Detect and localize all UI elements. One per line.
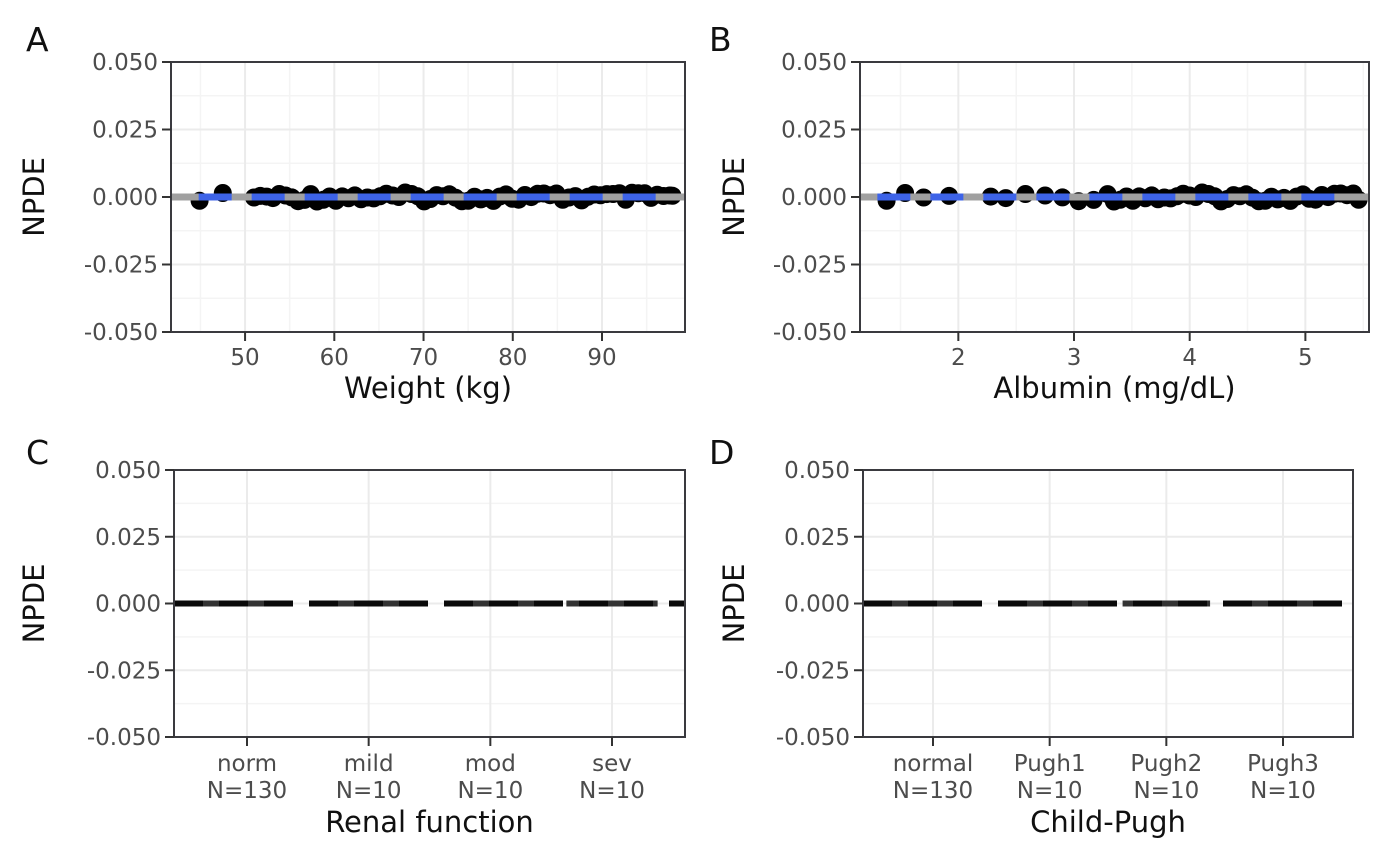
y-tick-label: 0.050 xyxy=(784,458,850,484)
x-category-label: sev N=10 xyxy=(579,751,645,804)
x-tick-label: 4 xyxy=(1182,345,1197,371)
y-tick-label: 0.000 xyxy=(95,592,161,618)
axes: 0.050 0.025 0.000 -0.025 -0.050 2 3 4 5 xyxy=(773,50,1313,371)
y-tick-label: 0.050 xyxy=(92,50,158,76)
panel-tag-d: D xyxy=(709,433,735,472)
x-axis-title: Renal function xyxy=(325,805,534,839)
x-tick-label: 90 xyxy=(587,345,616,371)
y-tick-label: 0.025 xyxy=(784,525,850,551)
y-tick-label: -0.050 xyxy=(84,320,158,346)
y-tick-label: 0.025 xyxy=(92,118,158,144)
x-tick-label: 3 xyxy=(1067,345,1082,371)
x-axis-title: Weight (kg) xyxy=(344,371,512,405)
y-axis-title: NPDE xyxy=(717,564,751,644)
y-tick-label: 0.000 xyxy=(784,592,850,618)
y-tick-label: -0.025 xyxy=(773,253,847,279)
x-tick-label: 80 xyxy=(498,345,527,371)
chart-d-child-pugh: 0.050 0.025 0.000 -0.025 -0.050 normal N=130 Pu… xyxy=(717,458,1354,839)
x-tick-label: 5 xyxy=(1298,345,1313,371)
x-category-label: mod N=10 xyxy=(457,751,523,804)
x-axis-title: Child-Pugh xyxy=(1030,805,1186,839)
x-category-label: norm N=130 xyxy=(207,751,287,804)
chart-a-weight: 0.050 0.025 0.000 -0.025 -0.050 50 60 70 80 90 Wei… xyxy=(17,50,686,405)
panel-d: D 0.050 0.025 0.000 -0.025 -0.050 normal N=130… xyxy=(700,433,1400,866)
y-tick-label: -0.050 xyxy=(776,725,850,751)
y-tick-label: 0.050 xyxy=(95,458,161,484)
y-tick-label: 0.050 xyxy=(781,50,847,76)
y-tick-label: -0.050 xyxy=(87,725,161,751)
axes: 0.050 0.025 0.000 -0.025 -0.050 50 60 70 80 90 xyxy=(84,50,617,371)
y-tick-label: -0.050 xyxy=(773,320,847,346)
x-category-label: Pugh1 N=10 xyxy=(1014,751,1086,804)
x-tick-label: 60 xyxy=(320,345,349,371)
y-tick-label: 0.025 xyxy=(781,118,847,144)
y-axis-title: NPDE xyxy=(717,157,751,237)
y-tick-label: 0.000 xyxy=(92,185,158,211)
panel-tag-a: A xyxy=(26,20,49,59)
axes: 0.050 0.025 0.000 -0.025 -0.050 normal N=130 Pu… xyxy=(776,458,1319,804)
y-tick-label: -0.025 xyxy=(84,253,158,279)
x-axis-title: Albumin (mg/dL) xyxy=(993,371,1235,405)
chart-b-albumin: 0.050 0.025 0.000 -0.025 -0.050 2 3 4 5 Albumin (… xyxy=(717,50,1370,405)
y-tick-label: -0.025 xyxy=(87,658,161,684)
x-tick-label: 70 xyxy=(409,345,438,371)
x-category-label: normal N=130 xyxy=(893,751,974,804)
x-tick-label: 50 xyxy=(230,345,259,371)
y-axis-title: NPDE xyxy=(17,564,51,644)
y-tick-label: 0.025 xyxy=(95,525,161,551)
panel-a: A 0.050 0.025 0.000 -0.025 -0.050 50 60 70 80 90 W… xyxy=(0,0,700,433)
chart-c-renal-function: 0.050 0.025 0.000 -0.025 -0.050 norm N=130 mild… xyxy=(17,458,686,839)
panel-c: C 0.050 0.025 0.000 -0.025 -0.050 norm N=130 mi… xyxy=(0,433,700,866)
panel-tag-b: B xyxy=(709,20,732,59)
axes: 0.050 0.025 0.000 -0.025 -0.050 norm N=130 mild… xyxy=(87,458,645,804)
x-category-label: Pugh3 N=10 xyxy=(1247,751,1319,804)
x-category-label: Pugh2 N=10 xyxy=(1130,751,1202,804)
panel-b: B 0.050 0.025 0.000 -0.025 -0.050 2 3 4 5 Albumin… xyxy=(700,0,1400,433)
y-tick-label: -0.025 xyxy=(776,658,850,684)
x-tick-label: 2 xyxy=(951,345,966,371)
x-category-label: mild N=10 xyxy=(336,751,402,804)
panel-tag-c: C xyxy=(26,433,50,472)
y-tick-label: 0.000 xyxy=(781,185,847,211)
y-axis-title: NPDE xyxy=(17,157,51,237)
